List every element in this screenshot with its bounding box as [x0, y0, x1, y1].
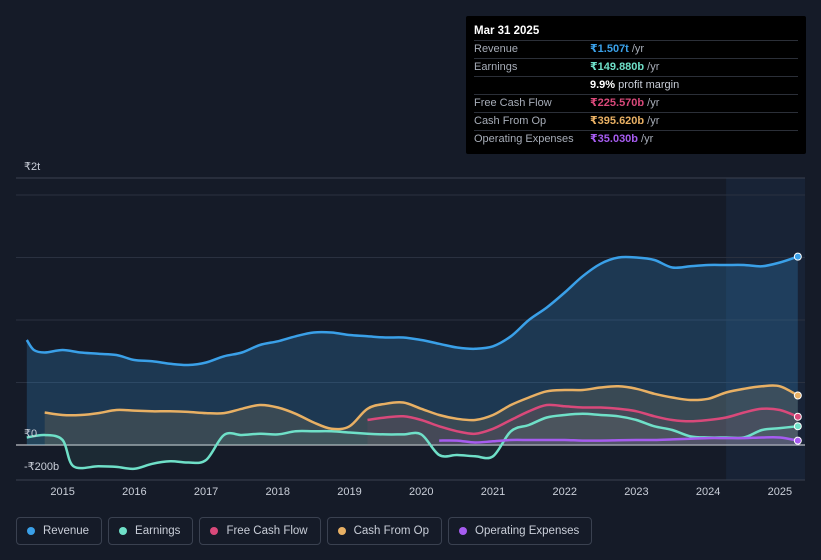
- tooltip-row-value: ₹149.880b: [590, 61, 645, 73]
- x-tick-label: 2019: [337, 486, 361, 498]
- tooltip-row: Revenue ₹1.507t/yr: [474, 41, 798, 59]
- operating-expenses-line: [439, 436, 799, 444]
- revenue-line: [25, 255, 799, 367]
- revenue-endpoint: [793, 252, 802, 261]
- tooltip-row-unit: /yr: [647, 115, 660, 127]
- tooltip-row-value: 9.9%: [590, 79, 616, 91]
- tooltip-row-label: Earnings: [474, 61, 518, 73]
- legend-dot-icon: [119, 527, 128, 535]
- tooltip-row-label: Revenue: [474, 43, 519, 55]
- y-axis-ticks: ₹2t ₹0 -₹200b: [24, 161, 59, 473]
- x-tick-label: 2020: [409, 486, 433, 498]
- x-tick-label: 2024: [696, 486, 720, 498]
- gridlines: [16, 177, 805, 481]
- legend-label: Cash From Op: [353, 525, 430, 537]
- tooltip-row-value: ₹395.620b: [590, 115, 645, 127]
- tooltip-row: 9.9% profit margin: [474, 77, 798, 95]
- tooltip-row-label: [474, 77, 590, 94]
- legend-dot-icon: [459, 527, 468, 535]
- series-lines: [25, 255, 799, 471]
- tooltip-row-label: Operating Expenses: [474, 133, 574, 145]
- tooltip-row-unit: /yr: [647, 61, 660, 73]
- y-tick-label: ₹0: [24, 428, 37, 440]
- earnings-area: [26, 413, 798, 469]
- x-tick-label: 2016: [122, 486, 146, 498]
- revenue-area: [26, 256, 798, 445]
- tooltip-row: Free Cash Flow ₹225.570b/yr: [474, 95, 798, 113]
- operating-expenses-endpoint: [793, 436, 802, 445]
- legend-item-revenue[interactable]: Revenue: [16, 517, 103, 545]
- x-tick-label: 2017: [194, 486, 218, 498]
- tooltip-row: Operating Expenses ₹35.030b/yr: [474, 131, 798, 148]
- cash-from-op-endpoint: [793, 391, 802, 400]
- x-tick-label: 2025: [768, 486, 792, 498]
- tooltip-rows: Revenue ₹1.507t/yr Earnings ₹149.880b/yr 9.9…: [474, 41, 798, 148]
- legend-label: Revenue: [43, 525, 90, 537]
- tooltip-date: Mar 31 2025: [474, 23, 798, 41]
- tooltip-row-unit: /yr: [641, 133, 654, 145]
- tooltip-row-value: ₹35.030b: [590, 133, 639, 145]
- y-tick-label: -₹200b: [24, 461, 59, 473]
- x-tick-label: 2018: [266, 486, 290, 498]
- free-cash-flow-endpoint: [793, 412, 802, 421]
- y-tick-label: ₹2t: [24, 161, 40, 173]
- series-fills: [26, 256, 798, 469]
- earnings-line: [26, 412, 798, 471]
- x-tick-label: 2015: [50, 486, 74, 498]
- tooltip-row-value: ₹225.570b: [590, 97, 645, 109]
- legend-dot-icon: [337, 527, 346, 535]
- cash-from-op-area: [44, 385, 798, 445]
- legend-item-free-cash-flow[interactable]: Free Cash Flow: [199, 517, 321, 545]
- tooltip-row-label: Free Cash Flow: [474, 97, 552, 109]
- x-tick-label: 2021: [481, 486, 505, 498]
- legend-label: Earnings: [135, 525, 181, 537]
- legend-label: Operating Expenses: [475, 525, 580, 537]
- legend-dot-icon: [27, 527, 35, 535]
- legend-item-earnings[interactable]: Earnings: [108, 517, 194, 545]
- legend-item-operating-expenses[interactable]: Operating Expenses: [448, 517, 593, 545]
- tooltip-row-unit: /yr: [647, 97, 660, 109]
- legend-label: Free Cash Flow: [226, 525, 308, 537]
- x-tick-label: 2023: [624, 486, 648, 498]
- tooltip-row-label: Cash From Op: [474, 115, 547, 127]
- tooltip-row: Cash From Op ₹395.620b/yr: [474, 113, 798, 131]
- tooltip-row-value: ₹1.507t: [590, 43, 629, 55]
- legend-dot-icon: [210, 527, 219, 535]
- tooltip-row-unit: profit margin: [618, 79, 680, 91]
- cash-from-op-line: [44, 384, 799, 431]
- free-cash-flow-line: [367, 403, 799, 436]
- x-axis-ticks: 2015 2016 2017 2018 2019 2020 2021 2022 2023 2024…: [50, 486, 792, 498]
- tooltip-row: Earnings ₹149.880b/yr: [474, 59, 798, 77]
- x-tick-label: 2022: [552, 486, 576, 498]
- legend-item-cash-from-op[interactable]: Cash From Op: [326, 517, 443, 545]
- chart-legend: Revenue Earnings Free Cash Flow Cash From O…: [16, 517, 593, 547]
- earnings-endpoint: [793, 422, 802, 431]
- series-endpoints: [793, 252, 802, 445]
- tooltip-row-unit: /yr: [631, 43, 645, 55]
- tooltip-panel: Mar 31 2025 Revenue ₹1.507t/yr Earnings ₹14…: [466, 16, 806, 154]
